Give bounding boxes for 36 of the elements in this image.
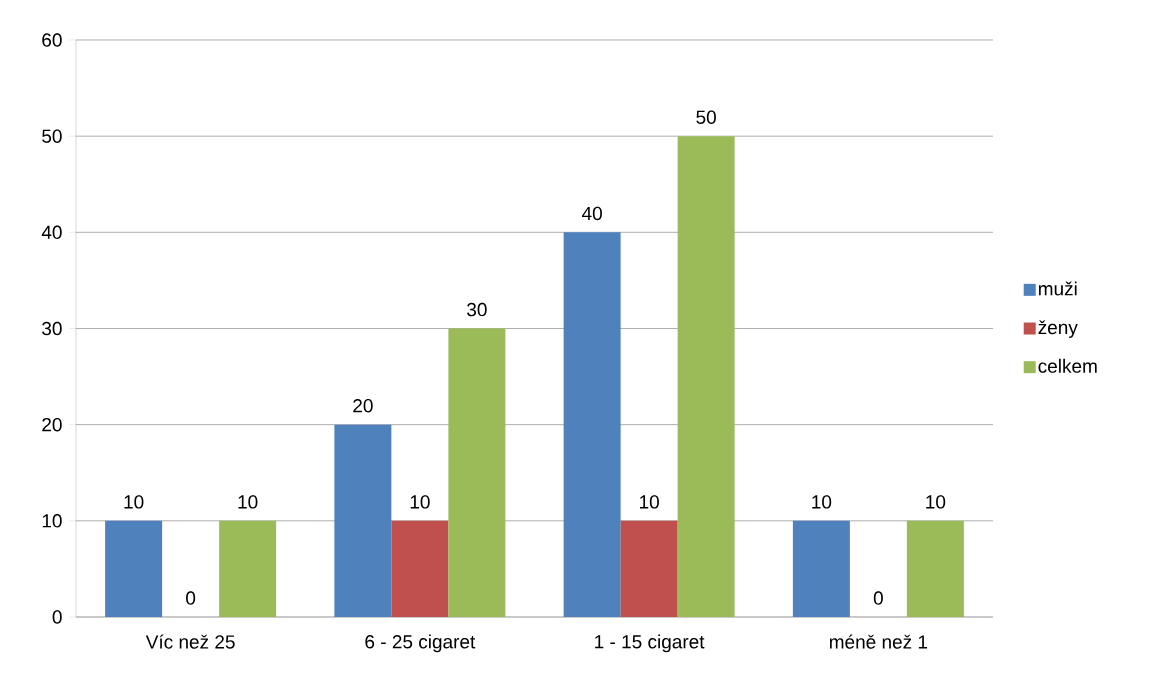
bar: [906, 520, 964, 617]
y-tick-label: 0: [52, 610, 62, 624]
y-tick-label: 20: [42, 417, 62, 432]
data-label: 40: [582, 206, 602, 221]
bar: [792, 520, 850, 617]
x-tick-label: Víc než 25: [145, 634, 235, 649]
data-label: 10: [124, 495, 144, 509]
data-label: 10: [812, 495, 832, 509]
bar: [677, 136, 735, 617]
data-label: 0: [873, 591, 883, 605]
data-label: 10: [926, 495, 946, 509]
bar: [620, 520, 678, 617]
bar: [448, 328, 506, 617]
y-tick-label: 30: [42, 321, 62, 336]
data-label: 0: [186, 591, 196, 605]
y-tick-label: 50: [42, 129, 62, 143]
x-tick-label: 1 - 15 cigaret: [595, 634, 705, 653]
bar: [105, 520, 163, 617]
data-label: 20: [353, 399, 373, 413]
data-label: 50: [696, 110, 716, 124]
legend-label: ženy: [1038, 320, 1078, 338]
data-label: 30: [467, 302, 487, 317]
y-tick-label: 60: [42, 33, 62, 47]
bar: [219, 520, 277, 617]
bar: [563, 232, 621, 617]
bar: [334, 424, 392, 617]
data-label: 10: [640, 495, 659, 509]
data-label: 10: [238, 495, 258, 509]
x-tick-label: méně než 1: [829, 634, 928, 649]
legend-label: celkem: [1038, 358, 1097, 373]
x-tick-label: 6 - 25 cigaret: [365, 634, 476, 653]
y-tick-label: 10: [42, 514, 62, 528]
bar: [391, 520, 449, 617]
data-label: 10: [410, 495, 430, 509]
y-tick-label: 40: [41, 225, 62, 240]
legend-label: muži: [1038, 281, 1077, 296]
